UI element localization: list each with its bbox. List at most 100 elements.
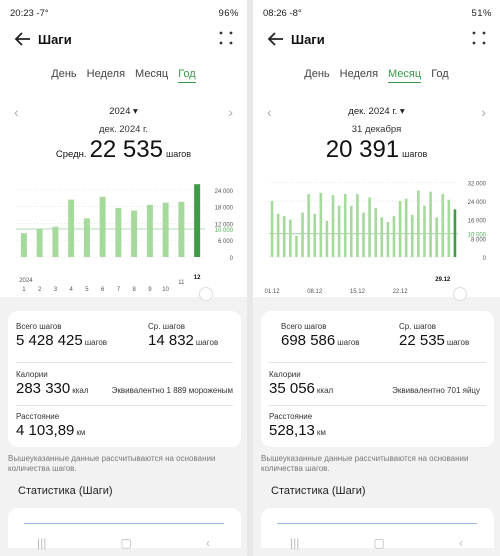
chart-bar (194, 184, 201, 257)
chart-bar (337, 205, 341, 257)
chart-bar (331, 195, 335, 257)
x-tick-label: 15.12 (350, 289, 366, 295)
recents-icon[interactable]: ||| (290, 536, 300, 550)
x-tick-label: 3 (54, 287, 58, 293)
chart-bar (162, 202, 169, 257)
y-tick-label: 16 000 (468, 219, 487, 225)
period-tabs: День Неделя Месяц Год (253, 68, 500, 83)
x-tick-label: 7 (117, 287, 121, 293)
x-tick-label: 11 (178, 280, 185, 286)
data-note: Вышеуказанные данные рассчитываются на о… (261, 454, 469, 473)
summary-number: 22 535 (89, 136, 163, 163)
stats-card: Всего шагов 698 586 шагов Ср. шагов 22 53… (261, 311, 494, 447)
chart-bar (441, 194, 445, 257)
chart-bar (404, 198, 408, 257)
x-tick-label: 4 (69, 287, 73, 293)
period-selector[interactable]: дек. 2024 г. ▾ (253, 106, 500, 117)
chart-bar (131, 210, 138, 257)
statistics-card (8, 508, 241, 548)
year-label: 2024 (19, 278, 33, 284)
more-options-icon[interactable] (219, 31, 233, 45)
x-tick-label: 9 (148, 287, 152, 293)
y-tick-label: 12 000 (215, 222, 234, 228)
x-tick-label: 01.12 (265, 289, 281, 295)
chart-handle[interactable] (199, 287, 213, 301)
chart-bar (368, 197, 371, 257)
x-tick-label: 10 (162, 287, 169, 293)
tab-day[interactable]: День (51, 68, 77, 80)
status-time: 20:23 -7° (10, 7, 49, 19)
avg-steps-number: 14 832 (148, 332, 194, 349)
screen-month: 08:26 -8° 51% Шаги День Неделя Месяц Год… (253, 0, 500, 556)
tab-day[interactable]: День (304, 68, 330, 80)
x-tick-label: 08.12 (307, 289, 323, 295)
chart-bar (295, 236, 298, 257)
total-steps-label: Всего шагов (16, 322, 62, 331)
total-steps-number: 698 586 (281, 332, 336, 349)
chart-bar (410, 215, 414, 257)
y-tick-label: 24 000 (215, 189, 234, 195)
dropdown-icon: ▾ (133, 106, 138, 117)
avg-steps-unit: шагов (195, 338, 219, 347)
avg-steps-label: Ср. шагов (148, 322, 185, 331)
total-steps-value: 698 586 шагов (281, 332, 360, 349)
chart-bar (417, 190, 420, 257)
x-tick-label: 8 (132, 287, 136, 293)
home-icon[interactable]: ▢ (120, 536, 132, 550)
page-title: Шаги (38, 32, 72, 47)
screen-year: 20:23 -7° 96% Шаги День Неделя Месяц Год… (0, 0, 247, 556)
calories-value: 283 330 ккал (16, 380, 89, 397)
data-note: Вышеуказанные данные рассчитываются на о… (8, 454, 216, 473)
tab-week[interactable]: Неделя (339, 68, 379, 80)
period-selector[interactable]: 2024 ▾ (0, 106, 247, 117)
more-options-icon[interactable] (472, 31, 486, 45)
divider (269, 405, 486, 406)
distance-unit: км (316, 428, 326, 437)
next-period-icon[interactable]: › (228, 104, 233, 120)
page-title: Шаги (291, 32, 325, 47)
tab-week[interactable]: Неделя (86, 68, 126, 80)
avg-steps-unit: шагов (446, 338, 470, 347)
back-arrow-icon[interactable] (266, 29, 286, 49)
chart-bar (313, 213, 317, 257)
chart-bar (435, 217, 438, 257)
next-period-icon[interactable]: › (481, 104, 486, 120)
back-arrow-icon[interactable] (13, 29, 33, 49)
recents-icon[interactable]: ||| (37, 536, 47, 550)
tab-month[interactable]: Месяц (388, 68, 422, 83)
period-subhead: дек. 2024 г. (99, 124, 148, 135)
chart-bar (423, 205, 426, 257)
x-tick-label: 22.12 (393, 289, 409, 295)
status-battery: 51% (471, 7, 492, 19)
status-bar: 08:26 -8° 51% (263, 5, 492, 21)
chart-bar (319, 192, 323, 257)
chart-bar (68, 199, 75, 257)
home-icon[interactable]: ▢ (373, 536, 385, 550)
system-back-icon[interactable]: ‹ (458, 536, 463, 550)
tab-year[interactable]: Год (178, 68, 196, 83)
period-selector-label: дек. 2024 г. (348, 106, 398, 117)
calories-number: 283 330 (16, 380, 71, 397)
chart-handle[interactable] (453, 287, 467, 301)
period-tabs: День Неделя Месяц Год (0, 68, 247, 83)
statistics-heading: Статистика (Шаги) (271, 485, 366, 497)
avg-steps-value: 14 832 шагов (148, 332, 218, 349)
prev-period-icon[interactable]: ‹ (267, 104, 272, 120)
chart-bar (392, 216, 396, 257)
distance-unit: км (76, 428, 86, 437)
tab-month[interactable]: Месяц (135, 68, 169, 80)
x-tick-label: 6 (101, 287, 105, 293)
chart-bar (52, 226, 59, 257)
total-steps-label: Всего шагов (281, 322, 327, 331)
period-selector-label: 2024 (109, 106, 131, 117)
x-tick-label: 29.12 (435, 277, 451, 283)
calories-label: Калории (16, 370, 48, 379)
chart-bar (307, 194, 310, 257)
system-back-icon[interactable]: ‹ (205, 536, 210, 550)
prev-period-icon[interactable]: ‹ (14, 104, 19, 120)
tab-year[interactable]: Год (431, 68, 449, 80)
total-steps-number: 5 428 425 (16, 332, 83, 349)
chart-bar (270, 201, 274, 257)
